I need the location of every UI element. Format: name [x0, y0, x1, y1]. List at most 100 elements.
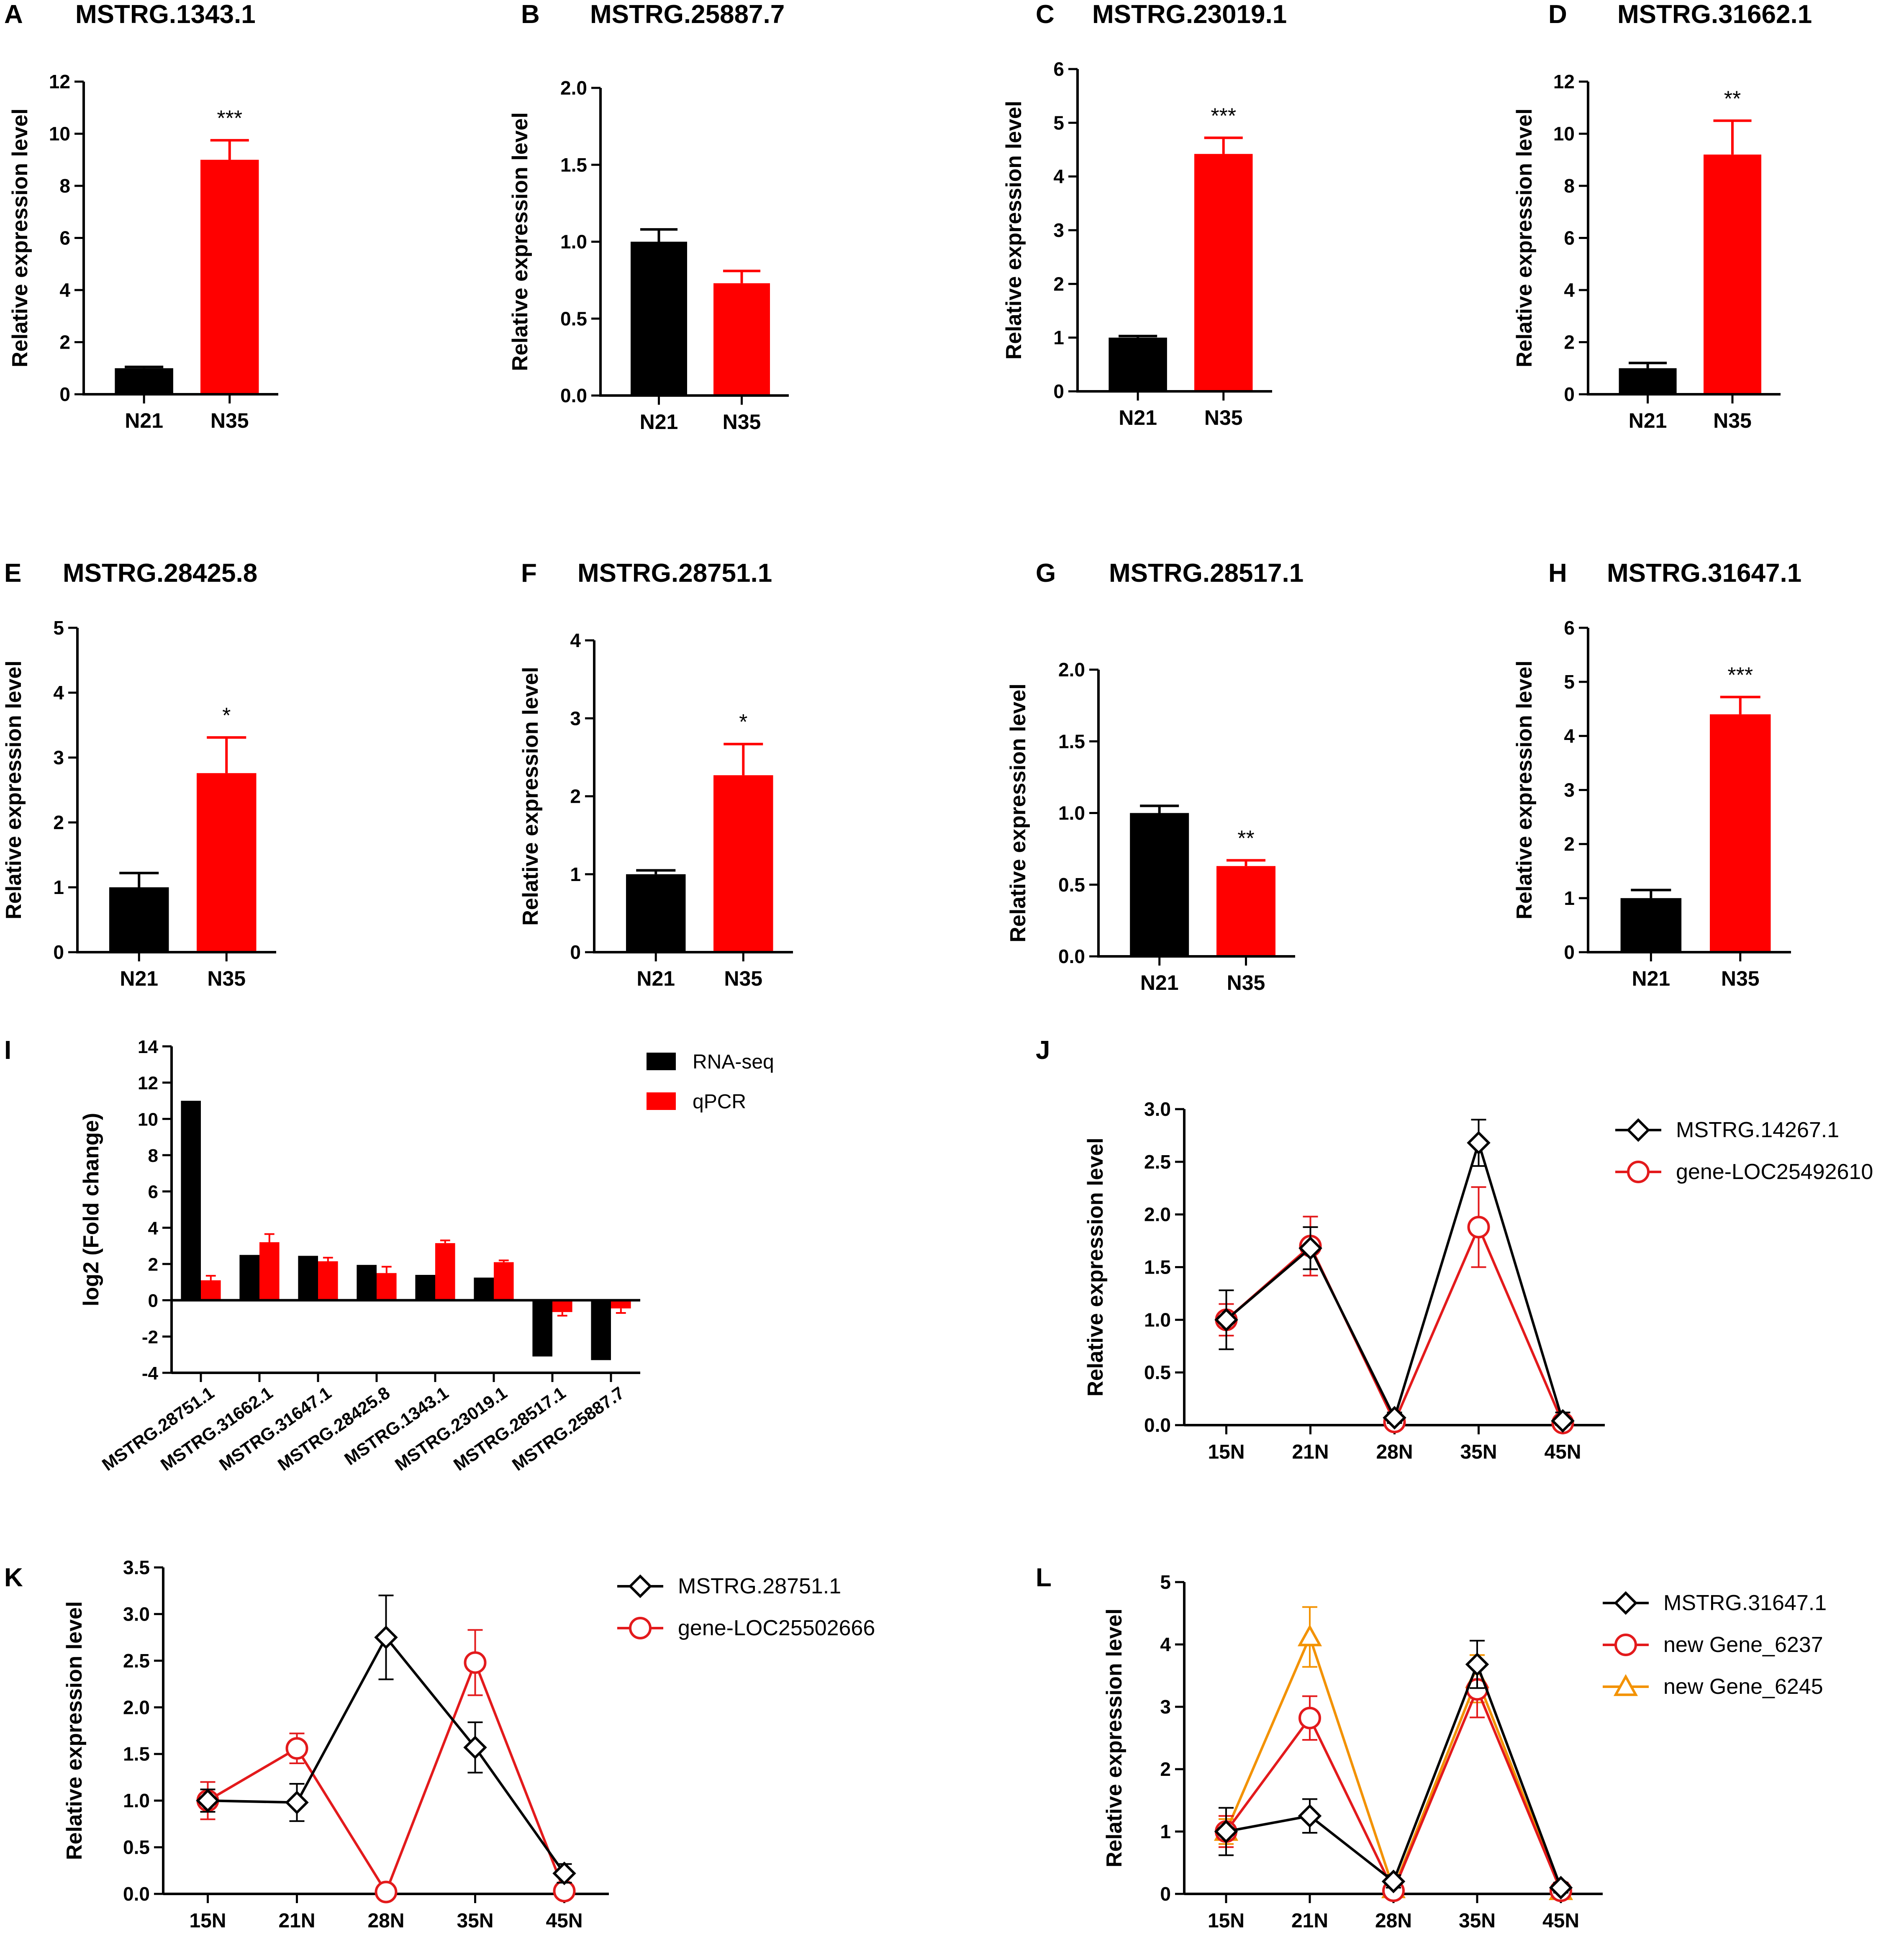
y-axis-label: Relative expression level	[1083, 1138, 1108, 1397]
y-tick-label: 4	[570, 629, 581, 651]
y-tick-label: 0.5	[560, 308, 587, 329]
y-tick-label: 3.0	[123, 1603, 150, 1625]
x-tick-label: 28N	[1376, 1441, 1413, 1463]
y-tick-label: 10	[49, 123, 70, 145]
y-tick-label: 3	[1053, 219, 1064, 241]
bar-qpcr	[435, 1243, 455, 1300]
chart-title: MSTRG.31647.1	[1607, 559, 1801, 588]
bar-n21	[1619, 368, 1677, 394]
significance-label: ***	[217, 106, 242, 131]
x-tick-label: N35	[210, 409, 249, 432]
y-tick-label: 4	[59, 279, 70, 301]
y-tick-label: 0.0	[123, 1883, 150, 1905]
y-tick-label: -4	[142, 1363, 159, 1384]
y-tick-label: 1	[570, 863, 581, 885]
y-tick-label: 0.0	[560, 385, 587, 406]
legend-swatch	[647, 1053, 676, 1070]
x-tick-label: 15N	[1208, 1910, 1245, 1932]
series-gene-loc25502666	[196, 1629, 576, 1904]
y-tick-label: 3.5	[123, 1557, 150, 1578]
legend-label: MSTRG.14267.1	[1676, 1118, 1839, 1142]
y-tick-label: 0	[1160, 1883, 1171, 1905]
y-tick-label: 1.0	[123, 1790, 150, 1811]
bar-n21	[626, 874, 686, 952]
y-tick-label: 5	[1564, 671, 1575, 693]
bar-qpcr	[494, 1262, 514, 1300]
diamond-marker	[1214, 1308, 1238, 1332]
y-tick-label: 2.0	[560, 77, 587, 99]
y-tick-label: 1	[53, 876, 64, 898]
x-tick-label: N35	[723, 410, 761, 434]
y-tick-label: 0.5	[123, 1837, 150, 1858]
y-tick-label: 5	[1160, 1571, 1171, 1593]
x-tick-label: 35N	[457, 1910, 493, 1932]
x-tick-label: N35	[724, 967, 762, 990]
x-tick-label: 21N	[278, 1910, 315, 1932]
y-tick-label: 1.0	[560, 231, 587, 253]
significance-label: ***	[1211, 104, 1236, 128]
x-tick-label: 45N	[1542, 1910, 1579, 1932]
series-line	[1225, 1686, 1562, 1894]
panel-label-a: A	[4, 0, 23, 29]
bar-n35	[1216, 866, 1275, 956]
y-axis-label: Relative expression level	[1102, 1608, 1126, 1868]
bar-n35	[1710, 714, 1771, 952]
bar-n35	[200, 159, 259, 394]
x-tick-label: 45N	[546, 1910, 582, 1932]
x-tick-label: N21	[1119, 406, 1157, 429]
y-tick-label: 2	[59, 331, 70, 353]
diamond-marker	[1383, 1406, 1406, 1430]
legend-label: RNA-seq	[693, 1051, 774, 1073]
legend-label: new Gene_6237	[1663, 1633, 1823, 1657]
circle-marker	[1614, 1634, 1637, 1656]
panel-label-c: C	[1036, 0, 1055, 29]
bar-n35	[1704, 154, 1761, 394]
y-tick-label: 0	[570, 941, 581, 963]
circle-marker	[375, 1880, 398, 1904]
bar-n21	[109, 887, 169, 952]
legend-label: gene-LOC25492610	[1676, 1160, 1873, 1184]
y-axis-label: Relative expression level	[1006, 683, 1030, 943]
y-axis-label: Relative expression level	[1512, 660, 1537, 920]
y-tick-label: 1.5	[1058, 730, 1085, 752]
bar-qpcr	[552, 1300, 572, 1312]
y-tick-label: 8	[59, 175, 70, 197]
bar-n21	[1620, 898, 1682, 952]
y-tick-label: 2.5	[1144, 1151, 1171, 1173]
significance-label: **	[1237, 827, 1254, 851]
y-tick-label: 2.0	[123, 1696, 150, 1718]
y-tick-label: 2	[1160, 1758, 1171, 1780]
y-tick-label: 14	[138, 1037, 158, 1057]
diamond-marker	[285, 1791, 309, 1814]
x-tick-label: 35N	[1460, 1441, 1497, 1463]
y-tick-label: 8	[1564, 175, 1575, 197]
bar-rna-seq	[474, 1277, 494, 1300]
significance-label: ***	[1727, 663, 1753, 687]
series-new-gene-6245	[1214, 1606, 1573, 1900]
circle-marker	[285, 1737, 308, 1760]
y-tick-label: 6	[1564, 227, 1575, 249]
y-tick-label: 5	[53, 617, 64, 639]
y-tick-label: 4	[1564, 725, 1575, 747]
y-tick-label: 2	[53, 812, 64, 833]
y-tick-label: 4	[1160, 1634, 1171, 1655]
y-tick-label: 6	[148, 1182, 158, 1202]
panel-label-f: F	[521, 559, 537, 588]
significance-label: *	[739, 710, 747, 735]
y-tick-label: 3	[1564, 779, 1575, 801]
chart-title: MSTRG.31662.1	[1617, 0, 1812, 29]
legend-label: MSTRG.28751.1	[678, 1574, 841, 1598]
y-tick-label: -2	[142, 1327, 158, 1347]
panel-label-g: G	[1036, 559, 1056, 588]
diamond-marker	[1551, 1409, 1575, 1433]
chart-title: MSTRG.25887.7	[590, 0, 785, 29]
panel-label-e: E	[4, 559, 21, 588]
bar-n21	[631, 241, 687, 396]
y-tick-label: 1	[1564, 887, 1575, 909]
bar-rna-seq	[357, 1265, 377, 1300]
y-tick-label: 1.5	[1144, 1256, 1171, 1278]
y-tick-label: 2	[1564, 331, 1575, 353]
diamond-marker	[1614, 1591, 1638, 1615]
chart-title: MSTRG.1343.1	[75, 0, 256, 29]
